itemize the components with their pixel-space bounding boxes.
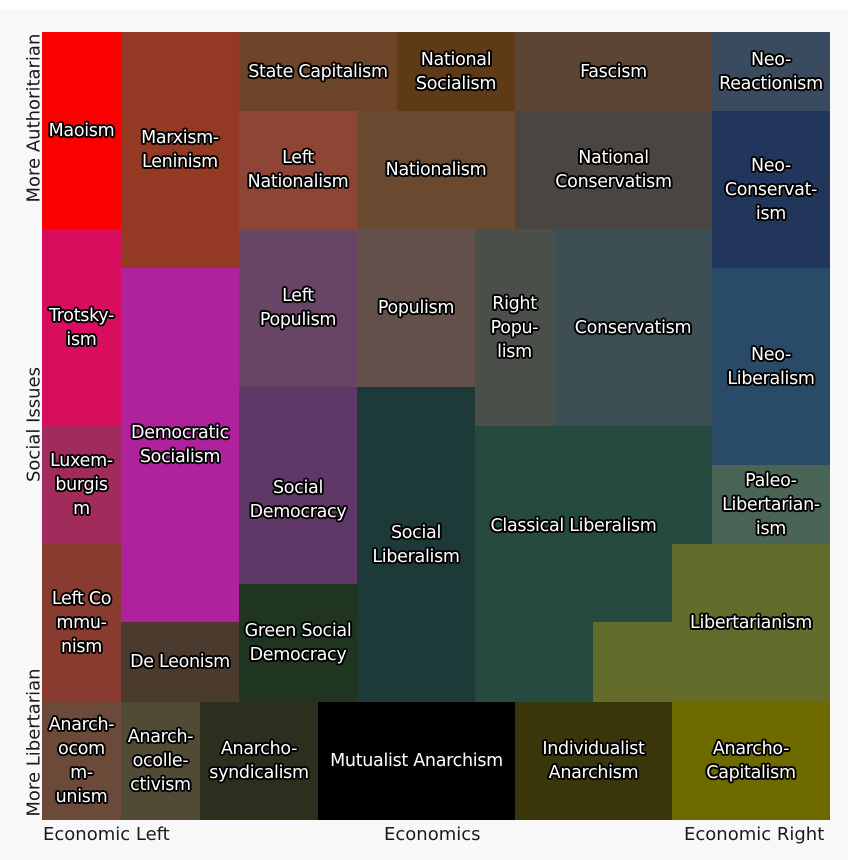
- label-individualist-anarchism: Individualist Anarchism: [542, 739, 645, 783]
- label-national-socialism: National Socialism: [415, 49, 497, 94]
- label-neo-liberalism: Neo- Liberalism: [727, 344, 815, 389]
- region-luxemburgism: [42, 426, 121, 544]
- region-libertarianism: [672, 544, 830, 702]
- region-trotskyism: [42, 229, 121, 426]
- region-individualist-anarchism: [515, 702, 672, 820]
- label-anarcho-communism: Anarch- ocom m- unism: [48, 715, 115, 807]
- region-conservatism: [554, 229, 712, 426]
- region-nationalism: [357, 111, 515, 229]
- label-nationalism: Nationalism: [385, 160, 487, 180]
- label-social-liberalism: Social Liberalism: [372, 522, 460, 567]
- y-axis-label-top: More Authoritarian: [23, 33, 45, 203]
- region-fascism: [515, 32, 712, 111]
- region-maoism: [42, 32, 121, 229]
- region-anarcho-capitalism: [672, 702, 830, 820]
- region-neo-liberalism: [712, 268, 830, 465]
- label-state-capitalism: State Capitalism: [248, 61, 388, 82]
- x-axis-label-middle: Economics: [384, 824, 481, 845]
- region-anarcho-syndicalism: [200, 702, 318, 820]
- label-marxism-leninism: Marxism- Leninism: [141, 128, 219, 172]
- region-left-populism: [239, 229, 357, 387]
- y-axis-label-bottom: More Libertarian: [23, 668, 45, 817]
- region-classical-liberalism: [475, 622, 593, 702]
- region-de-leonism: [121, 622, 239, 702]
- label-luxemburgism: Luxem- burgis m: [50, 451, 113, 519]
- region-mutualist-anarchism: [318, 702, 515, 820]
- label-neo-conservatism: Neo- Conservat- ism: [724, 155, 818, 224]
- region-social-democracy: [239, 387, 357, 584]
- label-left-nationalism: Left Nationalism: [247, 148, 349, 192]
- region-social-liberalism: [357, 387, 475, 702]
- region-neo-reactionism: [712, 32, 830, 111]
- region-national-socialism: [397, 32, 515, 111]
- region-neo-conservatism: [712, 111, 830, 268]
- label-green-social-democracy: Green Social Democracy: [244, 621, 352, 665]
- region-anarcho-collectivism: [121, 702, 200, 820]
- label-maoism: Maoism: [48, 120, 115, 141]
- label-de-leonism: De Leonism: [130, 652, 230, 672]
- region-left-communism: [42, 544, 121, 702]
- label-mutualist-anarchism: Mutualist Anarchism: [330, 751, 503, 771]
- label-libertarianism: Libertarianism: [690, 613, 812, 633]
- label-populism: Populism: [377, 298, 455, 318]
- label-classical-liberalism: Classical Liberalism: [490, 516, 657, 536]
- region-classical-liberalism: [475, 426, 712, 544]
- label-anarcho-syndicalism: Anarcho- syndicalism: [209, 739, 309, 783]
- label-social-democracy: Social Democracy: [249, 478, 347, 522]
- label-fascism: Fascism: [580, 61, 647, 82]
- region-paleo-libertarianism: [712, 465, 830, 544]
- label-national-conservatism: National Conservatism: [555, 148, 672, 192]
- region-populism: [357, 229, 475, 387]
- region-democratic-socialism: [121, 268, 239, 622]
- label-right-populism: Right Popu- lism: [490, 293, 539, 362]
- label-anarcho-capitalism: Anarcho- Capitalism: [706, 739, 796, 783]
- region-state-capitalism: [239, 32, 397, 111]
- label-conservatism: Conservatism: [574, 317, 692, 338]
- label-left-communism: Left Co mmu- nism: [51, 589, 112, 657]
- label-neo-reactionism: Neo- Reactionism: [719, 49, 823, 94]
- label-anarcho-collectivism: Anarch- ocolle- ctivism: [127, 727, 194, 795]
- region-anarcho-communism: [42, 702, 121, 820]
- x-axis-label-left: Economic Left: [43, 824, 170, 845]
- label-trotskyism: Trotsky- ism: [48, 305, 115, 350]
- region-marxism-leninism: [121, 32, 239, 268]
- x-axis-label-right: Economic Right: [684, 824, 825, 845]
- region-libertarianism: [593, 622, 672, 702]
- region-classical-liberalism: [475, 544, 672, 622]
- region-left-nationalism: [239, 111, 357, 229]
- label-left-populism: Left Populism: [259, 286, 337, 330]
- region-green-social-democracy: [239, 584, 357, 702]
- y-axis-label-middle: Social Issues: [23, 367, 45, 483]
- region-national-conservatism: [515, 111, 712, 229]
- region-right-populism: [475, 229, 554, 426]
- label-paleo-libertarianism: Paleo- Libertarian- ism: [722, 470, 820, 539]
- label-democratic-socialism: Democratic Socialism: [131, 423, 229, 467]
